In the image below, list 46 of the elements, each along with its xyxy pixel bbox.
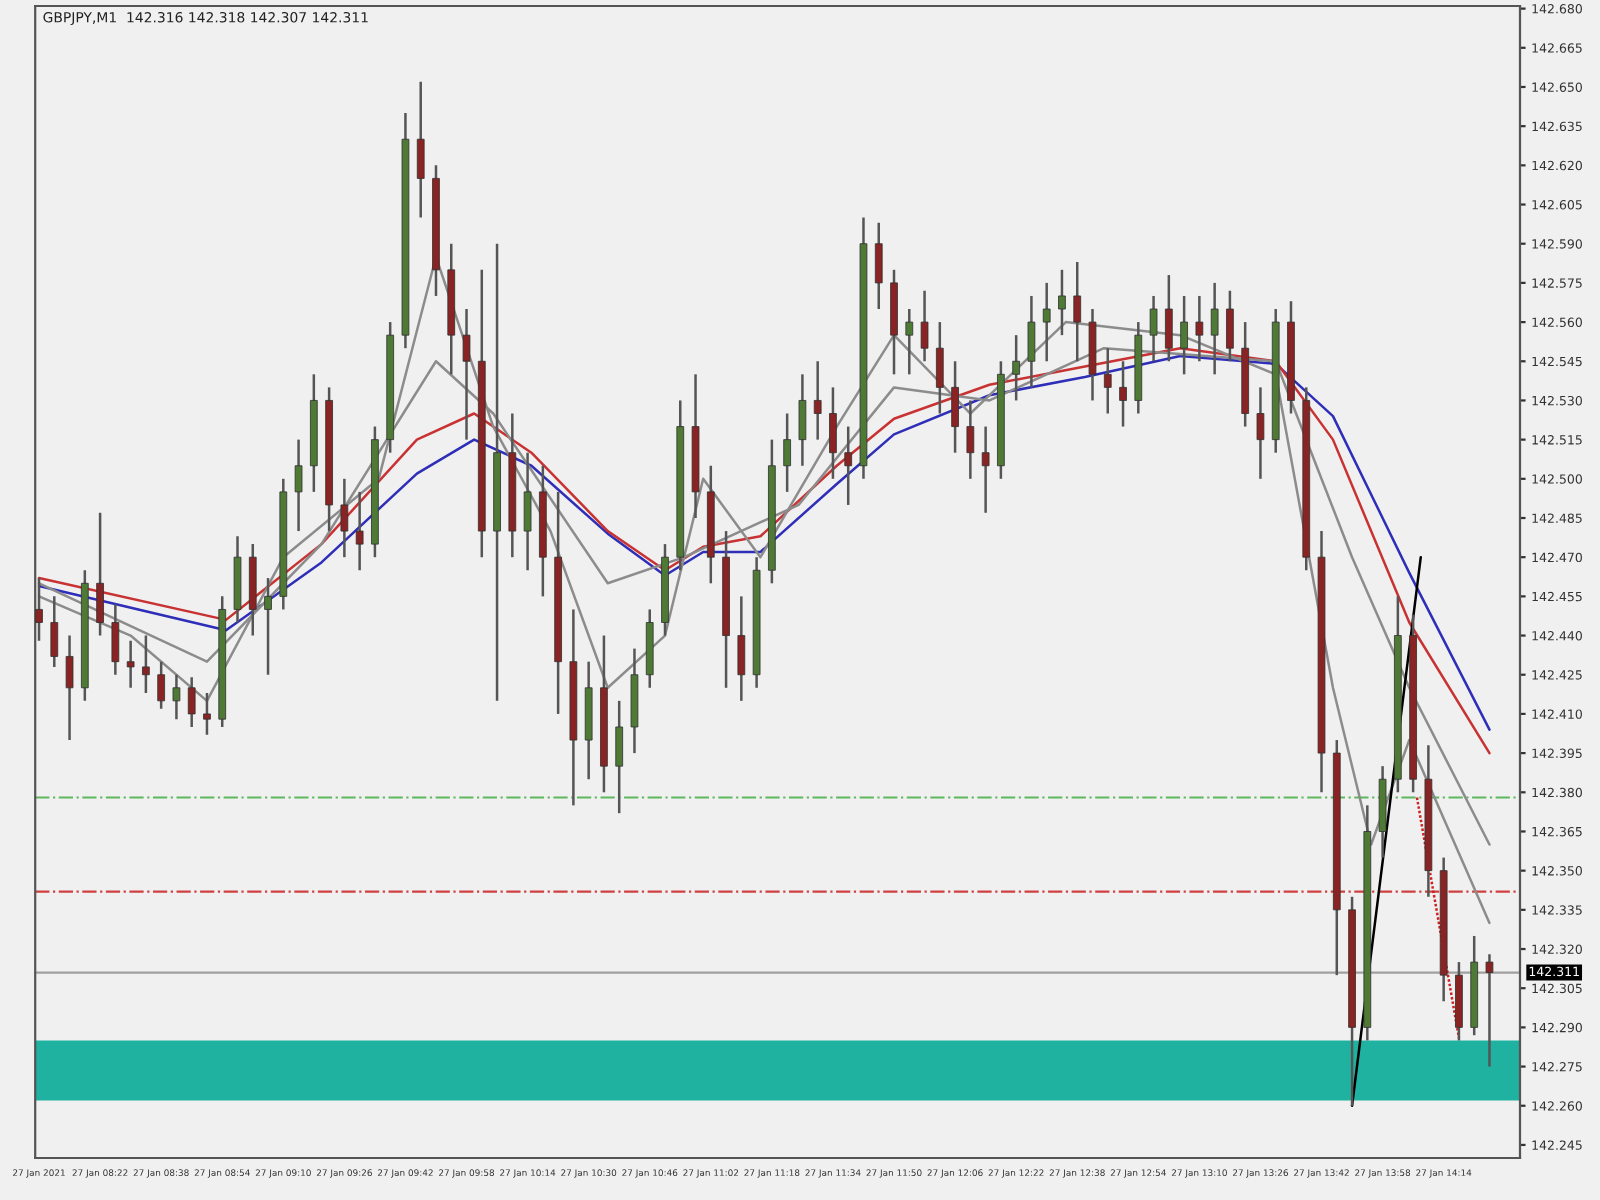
candlestick — [1485, 952, 1494, 1068]
candlestick — [50, 595, 59, 669]
candlestick — [187, 676, 196, 729]
candlestick — [813, 360, 822, 441]
candlestick — [1012, 333, 1021, 402]
candlestick — [111, 602, 120, 676]
candlestick — [462, 307, 471, 441]
candlestick — [829, 386, 837, 481]
candlestick — [1073, 260, 1082, 363]
candlestick — [1180, 294, 1188, 376]
candlestick — [1027, 294, 1036, 389]
candlestick — [96, 511, 104, 637]
candlestick — [1195, 294, 1204, 363]
candlestick — [416, 80, 425, 219]
candlestick — [1256, 386, 1265, 481]
candlestick — [798, 373, 807, 468]
candlestick — [294, 438, 303, 533]
candlestick — [920, 289, 929, 363]
candlestick — [783, 412, 791, 494]
candlestick — [1164, 273, 1173, 363]
candlestick — [951, 360, 959, 454]
candlestick — [172, 673, 181, 721]
candlestick — [966, 399, 975, 481]
candlestick — [1226, 289, 1234, 363]
candlestick — [1149, 294, 1158, 363]
candlestick — [142, 634, 150, 695]
candlestick — [874, 221, 883, 311]
candlestick — [523, 451, 532, 572]
candlestick — [126, 639, 135, 690]
candlestick — [981, 425, 990, 515]
candlestick — [935, 320, 944, 415]
candlestick — [1210, 281, 1219, 376]
candlestick — [203, 691, 211, 737]
candlestick — [737, 595, 746, 703]
candlestick — [340, 477, 349, 559]
candlestick — [1042, 281, 1051, 363]
candlestick — [1058, 268, 1066, 337]
candlestick — [905, 307, 914, 376]
candlestick — [65, 634, 74, 742]
candlestick — [844, 425, 853, 507]
candlestick — [615, 699, 624, 815]
candlestick — [157, 660, 166, 710]
candlestick — [1103, 346, 1112, 415]
candlestick — [355, 490, 364, 572]
candlestick — [1119, 360, 1127, 428]
candlestick — [264, 576, 272, 676]
